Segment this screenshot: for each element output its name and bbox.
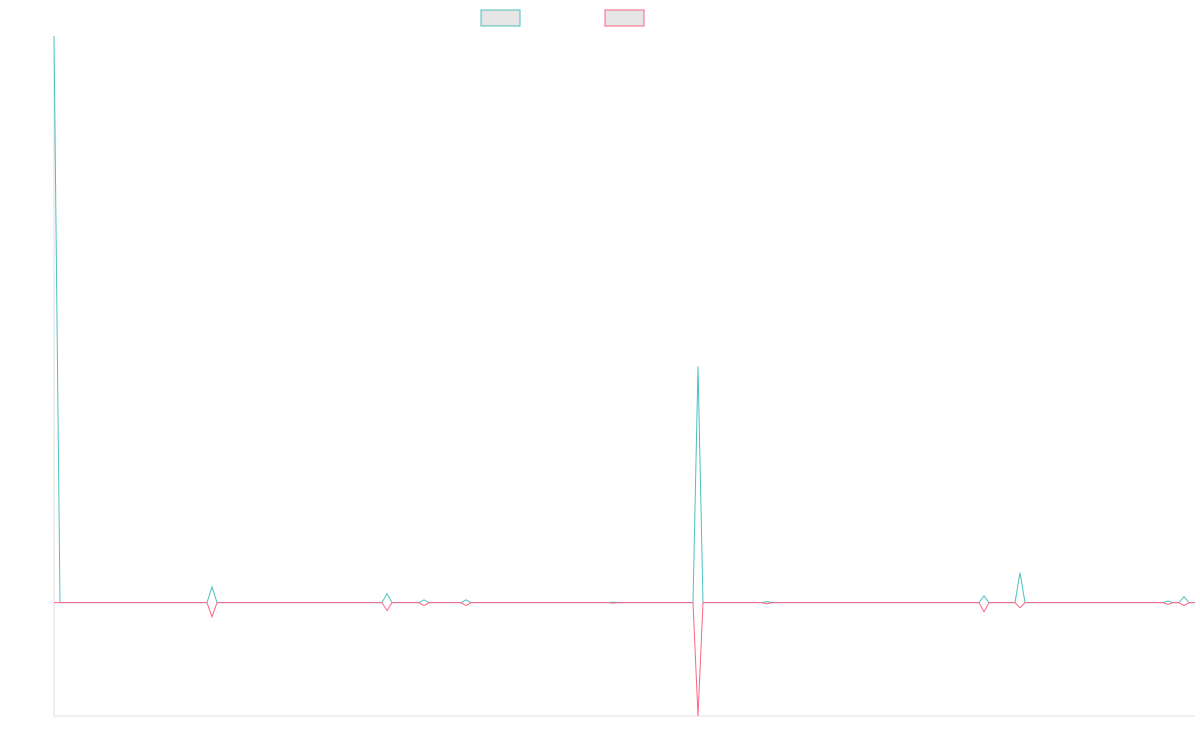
legend-swatch[interactable] bbox=[604, 9, 645, 27]
legend-swatch[interactable] bbox=[480, 9, 521, 27]
series-line bbox=[53, 35, 1195, 604]
series-line bbox=[54, 602, 1195, 717]
